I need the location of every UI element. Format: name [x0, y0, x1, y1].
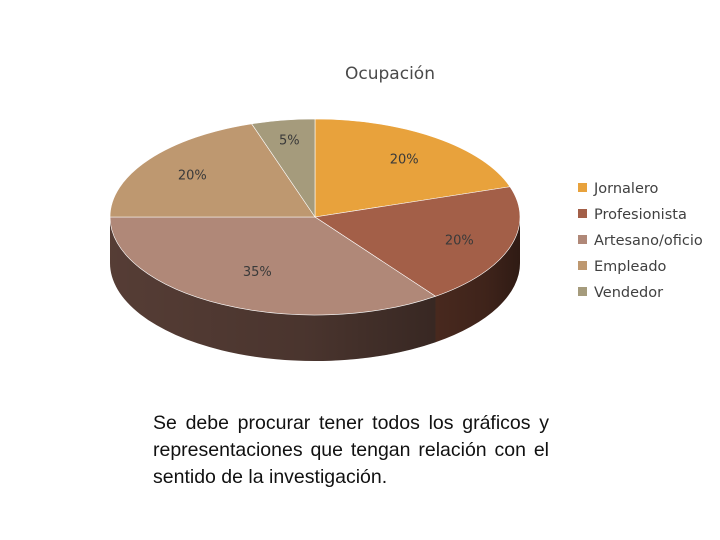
pie-slice-profesionista: [314, 186, 521, 297]
pie-slice-artesano-oficio: [109, 216, 437, 316]
pie-side-artesano-oficio-shade: [109, 217, 436, 361]
legend-label: Empleado: [594, 259, 667, 275]
legend-swatch: [578, 209, 587, 218]
slice-label-profesionista: 20%: [445, 233, 474, 248]
slice-label-jornalero: 20%: [390, 152, 419, 167]
chart-title: Ocupación: [345, 64, 435, 84]
pie-side-profesionista-shade: [435, 217, 520, 343]
legend-item-empleado: Empleado: [578, 259, 667, 275]
pie-slice-empleado: [109, 123, 316, 218]
legend-label: Profesionista: [594, 207, 687, 223]
caption-text: Se debe procurar tener todos los gráfico…: [153, 412, 549, 488]
legend-item-artesano-oficio: Artesano/oficio: [578, 233, 703, 249]
legend-item-vendedor: Vendedor: [578, 285, 663, 301]
legend: Jornalero Profesionista Artesano/oficio Emp…: [578, 181, 703, 301]
pie-sides: [109, 217, 520, 361]
pie-slices: [109, 118, 521, 316]
slice-label-empleado: 20%: [178, 168, 207, 183]
legend-swatch: [578, 235, 587, 244]
legend-swatch: [578, 261, 587, 270]
slice-labels: 20% 20% 35% 20% 5%: [178, 134, 474, 281]
legend-swatch: [578, 183, 587, 192]
legend-item-profesionista: Profesionista: [578, 207, 687, 223]
legend-label: Jornalero: [593, 181, 659, 197]
legend-item-jornalero: Jornalero: [578, 181, 659, 197]
legend-swatch: [578, 287, 587, 296]
legend-label: Vendedor: [594, 285, 663, 301]
legend-label: Artesano/oficio: [594, 233, 703, 249]
pie-slice-jornalero: [314, 118, 511, 218]
slice-label-vendedor: 5%: [279, 134, 300, 149]
slice-label-artesano-oficio: 35%: [243, 265, 272, 280]
pie-chart: Ocupación 20% 20% 35% 20% 5% Jornalero Profes…: [109, 64, 703, 361]
pie-slice-vendedor: [251, 118, 316, 218]
